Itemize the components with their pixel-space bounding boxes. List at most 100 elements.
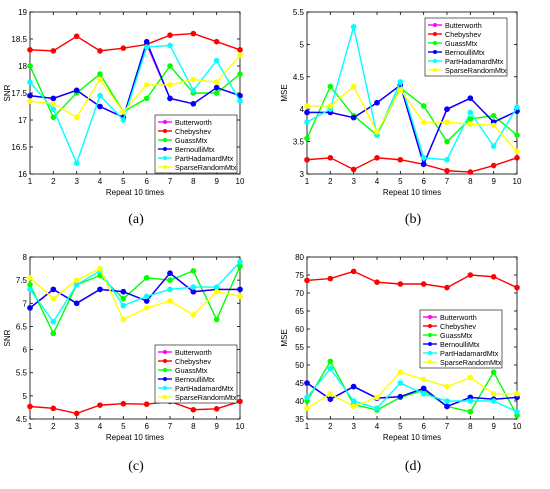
data-point	[190, 312, 197, 318]
legend: ButterworthChebyshevGuassMtxBernoulliMtx…	[154, 114, 238, 174]
data-point	[73, 114, 80, 121]
data-point	[304, 394, 310, 401]
data-point	[237, 98, 243, 104]
data-point	[167, 82, 173, 88]
caption-d: (d)	[404, 459, 422, 474]
data-point	[374, 99, 380, 106]
legend-label: SparseRandomMtx	[175, 393, 237, 402]
data-point	[304, 135, 310, 142]
caption-c: (c)	[128, 459, 144, 474]
x-tick-label: 5	[398, 422, 403, 431]
data-point	[397, 393, 404, 400]
data-point	[143, 275, 150, 281]
data-point	[73, 300, 80, 307]
legend-label: GuassMtx	[175, 136, 208, 145]
data-point	[120, 45, 127, 51]
data-point	[73, 281, 80, 288]
legend-marker	[433, 32, 437, 36]
data-point	[97, 71, 103, 77]
y-tick-label: 65	[295, 307, 304, 316]
x-tick-label: 3	[74, 422, 79, 431]
data-point	[143, 44, 150, 50]
legend-label: Butterworth	[445, 21, 482, 30]
y-tick-label: 6.5	[16, 322, 28, 331]
legend-label: BernoulliMtx	[445, 48, 485, 57]
data-point	[213, 84, 220, 91]
legend-marker	[428, 360, 432, 364]
y-tick-label: 19	[18, 8, 27, 17]
data-point	[490, 369, 497, 376]
x-tick-label: 1	[28, 422, 33, 431]
data-point	[304, 405, 310, 412]
data-point	[327, 103, 334, 109]
x-tick-label: 2	[51, 422, 56, 431]
data-point	[213, 57, 220, 64]
data-point	[350, 403, 357, 410]
data-point	[327, 358, 334, 365]
series-line-chebyshev	[29, 400, 241, 415]
x-tick-label: 1	[305, 177, 310, 186]
data-point	[237, 47, 243, 53]
x-tick-label: 8	[468, 422, 473, 431]
legend-marker	[163, 386, 167, 390]
legend-marker	[433, 41, 437, 45]
x-tick-label: 10	[513, 422, 522, 431]
series-line-sparserandommtx	[306, 371, 517, 409]
x-tick-label: 5	[398, 177, 403, 186]
legend-label: SparseRandomMtx	[440, 358, 502, 367]
data-point	[237, 293, 243, 300]
legend-label: SparseRandomMtx	[445, 66, 507, 75]
data-point	[467, 109, 474, 116]
x-tick-label: 3	[351, 422, 356, 431]
data-point	[490, 274, 497, 280]
data-point	[467, 121, 474, 127]
x-axis-label: Repeat 10 times	[383, 188, 441, 197]
data-point	[350, 24, 357, 30]
legend-box	[419, 309, 503, 369]
legend-label: Chebyshev	[445, 30, 481, 39]
y-tick-label: 5	[23, 392, 28, 401]
data-point	[350, 398, 357, 404]
data-point	[444, 167, 450, 174]
data-point	[237, 71, 243, 77]
data-point	[350, 83, 357, 90]
series-line-guassmtx	[29, 265, 241, 335]
data-point	[327, 391, 334, 397]
data-point	[213, 284, 220, 290]
x-tick-label: 8	[191, 177, 196, 186]
data-point	[350, 268, 357, 275]
y-tick-label: 5	[300, 40, 305, 49]
data-point	[467, 398, 474, 404]
data-point	[327, 275, 334, 282]
x-tick-label: 7	[168, 177, 173, 186]
series-line-parthadamardmtx	[29, 44, 241, 166]
legend-label: Butterworth	[440, 313, 477, 322]
legend-marker	[428, 351, 432, 355]
data-point	[97, 92, 103, 99]
x-tick-label: 4	[375, 177, 380, 186]
legend-marker	[433, 50, 437, 54]
legend: ButterworthChebyshevGuassMtxBernoulliMtx…	[154, 344, 238, 404]
data-point	[97, 103, 103, 110]
legend-marker	[163, 359, 167, 363]
data-point	[50, 286, 57, 293]
legend: ButterworthChebyshevGuassMtxBernoulliMtx…	[419, 309, 503, 369]
legend-label: BernoulliMtx	[440, 340, 480, 349]
data-point	[420, 103, 427, 109]
legend-box	[154, 114, 238, 174]
legend-marker	[428, 315, 432, 319]
data-point	[167, 42, 173, 49]
series-line-parthadamardmtx	[306, 26, 518, 161]
series-line-guassmtx	[29, 64, 241, 119]
chart-panel-0: 1 2 3 4 5 6 7 8 9 10 16 16.5 17 17.5 18 18.5 19 Repeat 10…	[3, 8, 245, 197]
series-line-parthadamardmtx	[306, 367, 518, 413]
data-point	[237, 258, 243, 265]
data-point	[73, 87, 80, 94]
data-point	[167, 277, 173, 283]
data-point	[467, 374, 474, 381]
legend-label: PartHadamardMtx	[445, 57, 504, 66]
y-axis-label: SNR	[3, 329, 12, 346]
data-point	[190, 268, 197, 274]
